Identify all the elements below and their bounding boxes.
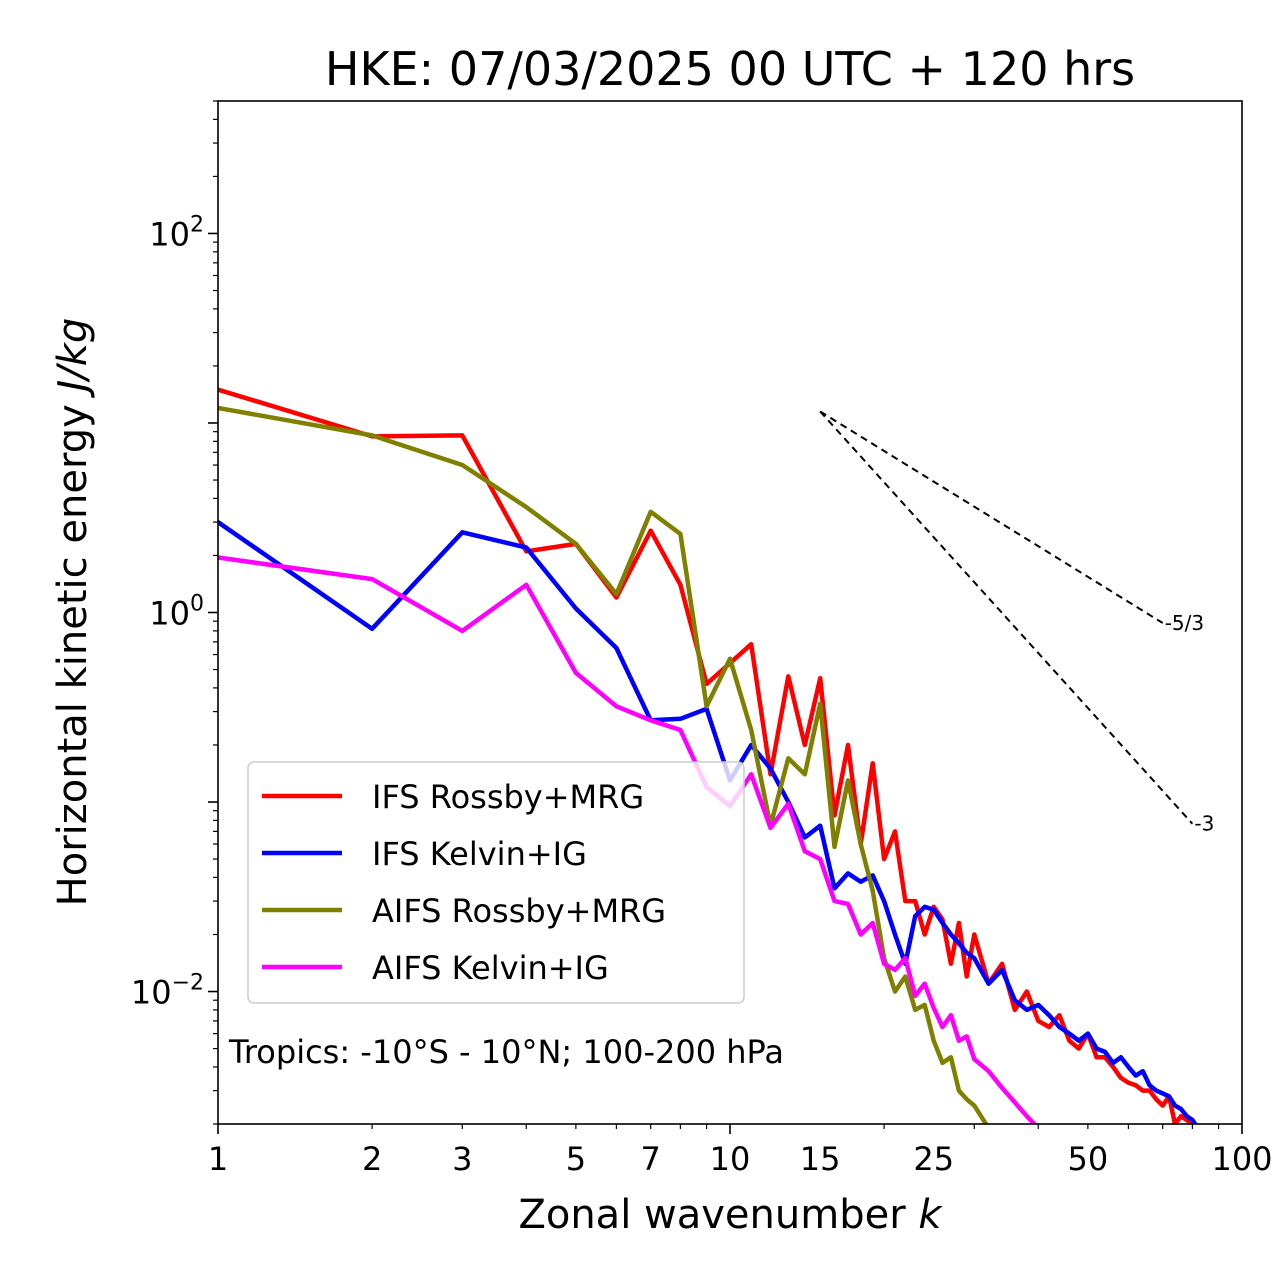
region-annotation: Tropics: -10°S - 10°N; 100-200 hPa	[228, 1033, 784, 1071]
x-tick-label: 2	[362, 1140, 382, 1178]
x-axis-label: Zonal wavenumber k	[518, 1192, 943, 1238]
y-tick-label: 102	[149, 212, 204, 253]
series-line-1	[218, 519, 1198, 1124]
legend-box	[247, 761, 745, 1004]
legend: IFS Rossby+MRG IFS Kelvin+IG AIFS Rossby…	[247, 761, 745, 1004]
x-tick-label: 7	[641, 1140, 661, 1178]
y-axis: 102 100 10−2	[131, 100, 218, 1125]
reference-slope-label-0: -5/3	[1165, 611, 1204, 635]
y-axis-label: Horizontal kinetic energy J/kg	[50, 318, 96, 907]
x-tick-label: 10	[710, 1140, 751, 1178]
y-tick-label: 100	[149, 592, 204, 633]
reference-slope-line-0	[819, 410, 1164, 624]
x-tick-label: 5	[566, 1140, 586, 1178]
x-tick-label: 3	[452, 1140, 472, 1178]
x-tick-label: 25	[913, 1140, 954, 1178]
legend-label-aifs-kelvin: AIFS Kelvin+IG	[372, 949, 609, 987]
chart-title: HKE: 07/03/2025 00 UTC + 120 hrs	[325, 42, 1135, 96]
y-tick-label: 10−2	[131, 971, 204, 1012]
reference-slope-lines: -5/3 -3	[819, 410, 1214, 836]
x-tick-label: 15	[800, 1140, 841, 1178]
reference-slope-line-1	[819, 410, 1194, 825]
x-tick-label: 50	[1068, 1140, 1109, 1178]
series-line-0	[218, 387, 1197, 1124]
x-tick-label: 100	[1211, 1140, 1272, 1178]
legend-label-ifs-rossby: IFS Rossby+MRG	[372, 778, 644, 816]
legend-label-aifs-rossby: AIFS Rossby+MRG	[372, 892, 666, 930]
x-axis: 1 2 3 5 7 10 15 25 50 100	[208, 1124, 1273, 1178]
x-tick-label: 1	[208, 1140, 228, 1178]
data-series	[218, 387, 1198, 1124]
series-line-3	[218, 555, 1038, 1124]
reference-slope-label-1: -3	[1194, 812, 1214, 836]
series-line-2	[218, 405, 989, 1124]
legend-label-ifs-kelvin: IFS Kelvin+IG	[372, 835, 587, 873]
